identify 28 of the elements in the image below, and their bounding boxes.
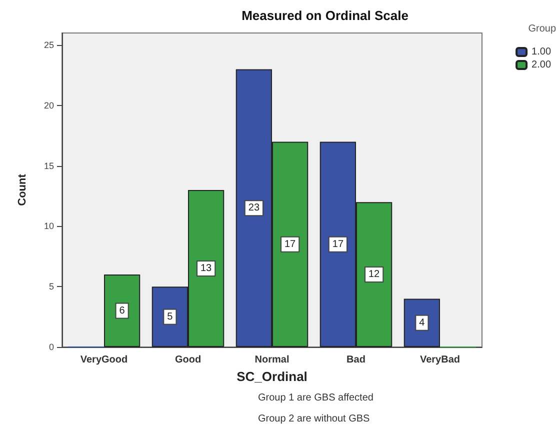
text: Group 2 are without GBS bbox=[258, 414, 370, 424]
data-label: 13 bbox=[200, 263, 212, 274]
y-tick-label: 20 bbox=[44, 100, 54, 110]
data-label: 6 bbox=[119, 305, 126, 316]
x-tick-label: VeryGood bbox=[80, 354, 128, 366]
text: Group 1 are GBS affected bbox=[258, 392, 374, 404]
legend-label: 1.00 bbox=[532, 46, 552, 58]
y-axis-title: Count bbox=[16, 174, 28, 206]
data-label: 23 bbox=[248, 202, 260, 214]
data-label: 17 bbox=[332, 238, 344, 250]
y-tick-label: 15 bbox=[44, 160, 54, 171]
legend-title: Group bbox=[528, 24, 556, 34]
data-label: 17 bbox=[284, 238, 296, 250]
y-tick-label: 25 bbox=[44, 40, 54, 50]
y-tick-label: 5 bbox=[48, 282, 54, 292]
x-tick-label: Bad bbox=[346, 354, 366, 366]
data-label: 12 bbox=[368, 269, 380, 280]
data-label: 5 bbox=[167, 311, 174, 322]
bar bbox=[104, 274, 140, 347]
chart-title: Measured on Ordinal Scale bbox=[242, 8, 408, 23]
x-axis-title: SC_Ordinal bbox=[236, 368, 308, 384]
legend-label: 2.00 bbox=[532, 60, 552, 70]
y-tick-label: 10 bbox=[44, 221, 54, 232]
data-label: 4 bbox=[419, 317, 426, 328]
y-tick-label: 0 bbox=[48, 342, 54, 352]
x-tick-label: Normal bbox=[254, 354, 290, 366]
x-tick-label: VeryBad bbox=[420, 354, 460, 366]
x-tick-label: Good bbox=[174, 354, 202, 366]
